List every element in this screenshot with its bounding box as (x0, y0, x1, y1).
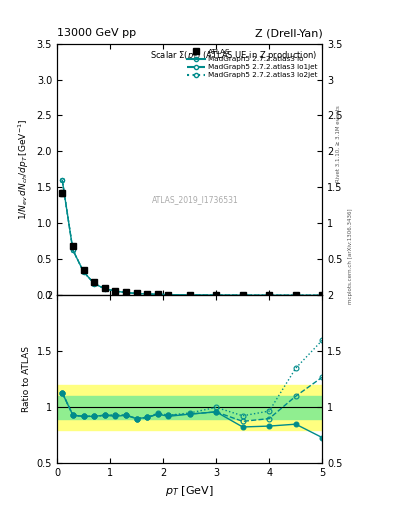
Y-axis label: $1/N_{ev}\,dN_{ch}/dp_T\,[\mathrm{GeV}^{-1}]$: $1/N_{ev}\,dN_{ch}/dp_T\,[\mathrm{GeV}^{… (17, 119, 31, 220)
Legend: ATLAS, MadGraph5 2.7.2.atlas3 lo, MadGraph5 2.7.2.atlas3 lo1jet, MadGraph5 2.7.2: ATLAS, MadGraph5 2.7.2.atlas3 lo, MadGra… (185, 47, 319, 80)
Text: Scalar $\Sigma(p_T)$ (ATLAS UE in Z production): Scalar $\Sigma(p_T)$ (ATLAS UE in Z prod… (150, 49, 317, 61)
Text: Z (Drell-Yan): Z (Drell-Yan) (255, 28, 322, 38)
Y-axis label: Ratio to ATLAS: Ratio to ATLAS (22, 347, 31, 412)
X-axis label: $p_T$ [GeV]: $p_T$ [GeV] (165, 484, 214, 498)
Text: mcplots.cern.ch [arXiv:1306.3436]: mcplots.cern.ch [arXiv:1306.3436] (348, 208, 353, 304)
Text: ATLAS_2019_I1736531: ATLAS_2019_I1736531 (152, 195, 238, 204)
Text: Rivet 3.1.10, ≥ 3.1M events: Rivet 3.1.10, ≥ 3.1M events (336, 105, 341, 182)
Text: 13000 GeV pp: 13000 GeV pp (57, 28, 136, 38)
